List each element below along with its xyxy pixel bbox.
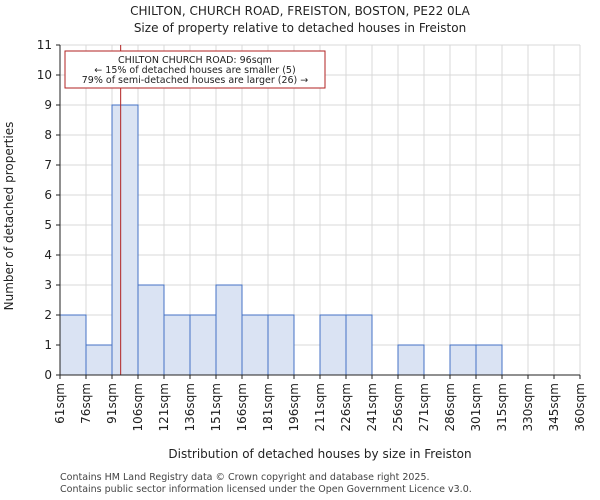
x-tick-label: 345sqm xyxy=(547,383,561,431)
y-tick-label: 3 xyxy=(44,278,52,292)
annotation-box: CHILTON CHURCH ROAD: 96sqm ← 15% of deta… xyxy=(64,50,326,89)
y-tick-label: 2 xyxy=(44,308,52,322)
y-tick-label: 5 xyxy=(44,218,52,232)
y-tick-label: 8 xyxy=(44,128,52,142)
x-tick-label: 241sqm xyxy=(365,383,379,431)
footer-line1: Contains HM Land Registry data © Crown c… xyxy=(60,472,430,483)
y-tick-labels: 0 1 2 3 4 5 6 7 8 9 10 11 xyxy=(37,38,60,382)
x-tick-label: 181sqm xyxy=(261,383,275,431)
y-tick-label: 11 xyxy=(37,38,52,52)
bar xyxy=(449,344,477,376)
x-tick-label: 121sqm xyxy=(157,383,171,431)
x-tick-label: 256sqm xyxy=(391,383,405,431)
x-tick-label: 91sqm xyxy=(105,383,119,424)
annotation-line2: ← 15% of detached houses are smaller (5) xyxy=(94,65,295,76)
bar xyxy=(111,104,139,376)
x-tick-label: 151sqm xyxy=(209,383,223,431)
x-tick-label: 76sqm xyxy=(79,383,93,424)
y-tick-label: 9 xyxy=(44,98,52,112)
x-tick-label: 226sqm xyxy=(339,383,353,431)
bar xyxy=(345,314,373,376)
x-tick-label: 61sqm xyxy=(53,383,67,424)
x-tick-label: 106sqm xyxy=(131,383,145,431)
bar xyxy=(241,314,269,376)
bar xyxy=(397,344,425,376)
bars xyxy=(59,104,503,376)
x-tick-label: 330sqm xyxy=(521,383,535,431)
bar xyxy=(59,314,87,376)
x-tick-label: 301sqm xyxy=(469,383,483,431)
y-axis-label: Number of detached properties xyxy=(2,122,16,311)
annotation-line1: CHILTON CHURCH ROAD: 96sqm xyxy=(118,55,272,66)
bar xyxy=(163,314,191,376)
annotation-line3: 79% of semi-detached houses are larger (… xyxy=(82,75,309,86)
bar xyxy=(85,344,113,376)
x-tick-label: 315sqm xyxy=(495,383,509,431)
x-tick-label: 136sqm xyxy=(183,383,197,431)
y-tick-label: 4 xyxy=(44,248,52,262)
x-tick-labels: 61sqm 76sqm 91sqm 106sqm 121sqm 136sqm 151sqm 1… xyxy=(53,375,587,431)
y-tick-label: 7 xyxy=(44,158,52,172)
chart-title-line1: CHILTON, CHURCH ROAD, FREISTON, BOSTON, … xyxy=(130,4,470,18)
x-tick-label: 196sqm xyxy=(287,383,301,431)
bar xyxy=(189,314,217,376)
x-tick-label: 166sqm xyxy=(235,383,249,431)
bar xyxy=(267,314,295,376)
footer-line2: Contains public sector information licen… xyxy=(60,484,472,495)
y-tick-label: 10 xyxy=(37,68,52,82)
x-tick-label: 271sqm xyxy=(417,383,431,431)
y-tick-label: 6 xyxy=(44,188,52,202)
bar xyxy=(475,344,503,376)
bar xyxy=(319,314,347,376)
x-tick-label: 286sqm xyxy=(443,383,457,431)
bar xyxy=(137,284,165,376)
x-tick-label: 360sqm xyxy=(573,383,587,431)
bar xyxy=(215,284,243,376)
y-tick-label: 0 xyxy=(44,368,52,382)
chart-title-line2: Size of property relative to detached ho… xyxy=(134,21,466,35)
x-axis-label: Distribution of detached houses by size … xyxy=(168,447,471,461)
y-tick-label: 1 xyxy=(44,338,52,352)
annotation-border xyxy=(64,50,326,89)
x-tick-label: 211sqm xyxy=(313,383,327,431)
